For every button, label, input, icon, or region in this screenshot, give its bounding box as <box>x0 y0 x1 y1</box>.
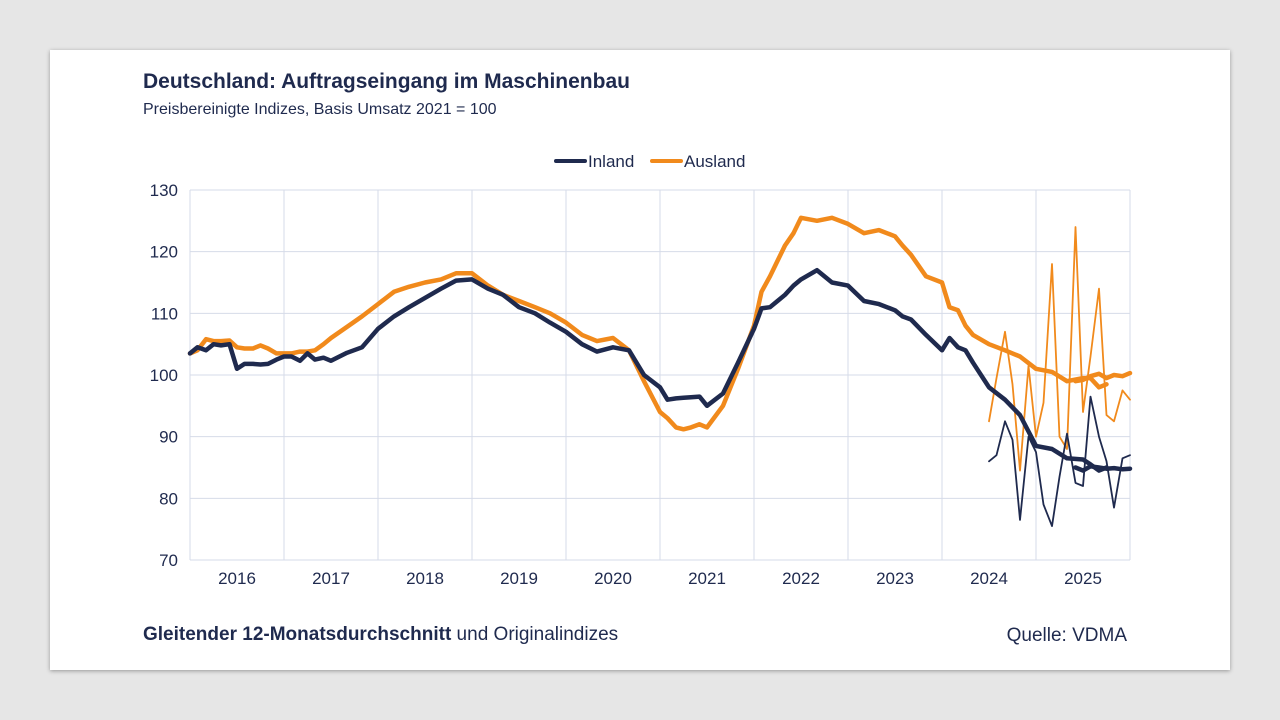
x-tick-label: 2020 <box>594 569 632 588</box>
footer-note: Gleitender 12-Monatsdurchschnitt und Ori… <box>143 624 618 646</box>
y-tick-label: 90 <box>159 428 178 447</box>
x-tick-label: 2019 <box>500 569 538 588</box>
chart-card: Deutschland: Auftragseingang im Maschine… <box>50 50 1230 670</box>
y-tick-label: 130 <box>150 181 178 200</box>
source-note: Quelle: VDMA <box>1006 625 1127 646</box>
chart-grid <box>189 189 1131 561</box>
x-tick-label: 2025 <box>1064 569 1102 588</box>
chart-series <box>187 215 1133 528</box>
footer-note-rest: und Originalindizes <box>451 624 619 645</box>
chart-title: Deutschland: Auftragseingang im Maschine… <box>143 70 630 93</box>
x-tick-label: 2018 <box>406 569 444 588</box>
y-axis: 70 80 90 100 110 120 130 <box>150 181 178 570</box>
y-tick-label: 100 <box>150 366 178 385</box>
x-tick-label: 2024 <box>970 569 1008 588</box>
series-line-ausland <box>187 215 1109 432</box>
x-tick-label: 2017 <box>312 569 350 588</box>
y-tick-label: 110 <box>151 304 178 323</box>
chart-subtitle: Preisbereinigte Indizes, Basis Umsatz 20… <box>143 101 497 118</box>
y-tick-label: 70 <box>159 551 178 570</box>
series-line-inland-original <box>988 395 1131 528</box>
x-tick-label: 2021 <box>688 569 726 588</box>
x-tick-label: 2022 <box>782 569 820 588</box>
series-line-inland <box>187 267 1109 473</box>
footer-note-bold: Gleitender 12-Monatsdurchschnitt <box>143 624 452 645</box>
legend-label-ausland: Ausland <box>684 152 745 171</box>
x-axis: 2016 2017 2018 2019 2020 2021 2022 2023 2024 2025 <box>218 569 1102 588</box>
legend-label-inland: Inland <box>588 152 634 171</box>
x-tick-label: 2016 <box>218 569 256 588</box>
series-line-ausland-tail <box>1073 370 1133 384</box>
y-tick-label: 80 <box>159 489 178 508</box>
y-tick-label: 120 <box>150 243 178 262</box>
x-tick-label: 2023 <box>876 569 914 588</box>
series-line-inland-tail <box>1073 464 1133 473</box>
series-line-ausland-original <box>988 226 1131 472</box>
legend: Inland Ausland <box>554 152 745 171</box>
